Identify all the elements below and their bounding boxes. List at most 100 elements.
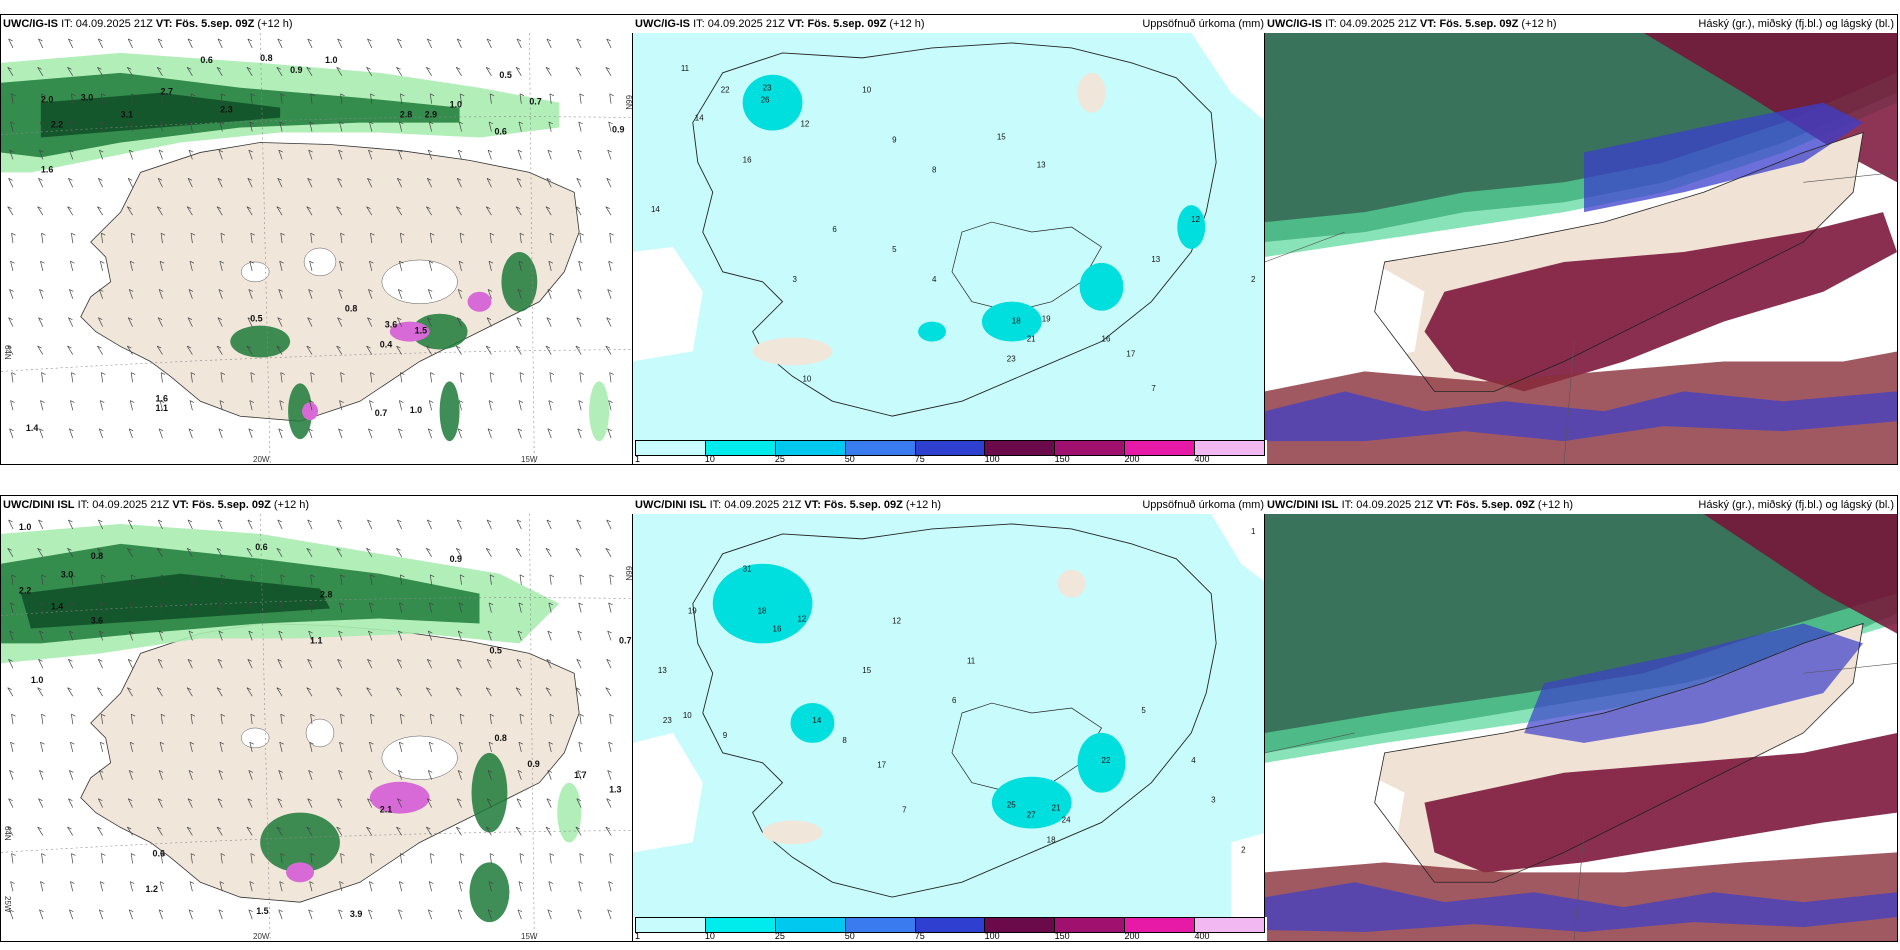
wind-barb-flag	[186, 206, 192, 210]
wind-barb	[426, 519, 432, 530]
wind-barb	[216, 687, 223, 697]
precip-label: 2.7	[160, 87, 172, 97]
wind-barb	[7, 548, 14, 557]
precip-core	[742, 74, 803, 131]
wind-barb	[575, 67, 582, 76]
wind-barb-flag	[39, 770, 44, 773]
wind-barb	[40, 400, 44, 411]
panel-bottom-right: UWC/DINI ISL IT: 04.09.2025 21Z VT: Fös.…	[1264, 495, 1898, 942]
colorbar-tick: 10	[704, 454, 715, 464]
wind-barb-flag	[546, 178, 552, 181]
wind-barb-flag	[218, 149, 224, 153]
wind-barb	[427, 770, 432, 780]
wind-barb	[369, 121, 373, 132]
wind-barb-flag	[71, 574, 76, 578]
precip-label: 11	[967, 656, 976, 665]
wind-barb	[250, 574, 253, 585]
wind-barb	[487, 149, 492, 160]
wind-barb-flag	[546, 38, 552, 42]
wind-barb	[11, 714, 14, 725]
wind-barb	[485, 548, 492, 557]
wind-barb	[68, 178, 74, 188]
wind-barb-flag	[188, 149, 194, 153]
precip-core	[991, 776, 1072, 829]
wind-barb-flag	[186, 826, 192, 830]
wind-barb	[455, 67, 462, 76]
wind-barb	[428, 261, 432, 271]
wind-barb	[130, 574, 133, 585]
wind-barb	[545, 206, 552, 216]
wind-barb-flag	[307, 798, 312, 801]
wind-barb	[488, 261, 492, 271]
wind-barb	[519, 233, 522, 244]
wind-barb-flag	[426, 345, 431, 349]
wind-barb	[456, 178, 462, 188]
wind-barb	[279, 121, 283, 132]
wind-barb	[606, 38, 612, 49]
wind-barb-flag	[456, 345, 461, 349]
wind-barb-flag	[428, 630, 433, 634]
wind-barb	[190, 574, 193, 585]
wind-barb-flag	[548, 121, 553, 125]
wind-barb-flag	[220, 372, 226, 375]
precip-label: 0.7	[619, 635, 631, 645]
wind-barb-flag	[400, 372, 405, 375]
precip-label: 0.8	[345, 304, 357, 314]
wind-barb	[40, 742, 44, 752]
precip-label: 1.4	[51, 602, 63, 612]
wind-barb	[370, 372, 373, 383]
wind-barb	[159, 400, 163, 411]
coord-label: 64N	[3, 345, 12, 360]
precip-label: 19	[1042, 315, 1051, 324]
wind-barb-flag	[486, 38, 492, 42]
wind-barb-flag	[340, 853, 345, 856]
wind-barb	[426, 206, 432, 216]
wind-barb-flag	[276, 687, 281, 691]
dry-patch	[752, 337, 833, 366]
wind-barb	[397, 149, 403, 160]
wind-barb-flag	[249, 260, 254, 264]
wind-barb	[307, 317, 313, 327]
wind-barb	[218, 289, 223, 299]
glacier	[240, 727, 270, 749]
wind-barb	[426, 178, 432, 188]
wind-barb	[219, 261, 223, 271]
vt-label: VT:	[172, 499, 189, 511]
wind-barb	[396, 687, 403, 697]
precip-label: 22	[721, 86, 730, 95]
wind-barb	[548, 602, 552, 613]
wind-barb	[97, 519, 103, 530]
wind-barb-flag	[460, 232, 465, 236]
wind-barb	[278, 770, 283, 780]
wind-barb	[519, 853, 522, 864]
wind-barb	[397, 178, 403, 188]
wind-barb	[576, 178, 582, 188]
wind-barb	[98, 909, 104, 920]
wind-barb-flag	[575, 548, 581, 551]
wind-barb-flag	[71, 372, 76, 375]
wind-barb-flag	[71, 232, 76, 236]
colorbar-swatches	[635, 440, 1265, 456]
wind-barb	[397, 38, 403, 49]
wind-barb	[280, 372, 283, 383]
colorbar-swatch	[1125, 441, 1196, 455]
wind-barb-flag	[576, 659, 581, 662]
wind-barb	[369, 261, 373, 271]
glacier	[240, 261, 270, 283]
wind-barb-flag	[130, 260, 135, 264]
wind-barb-flag	[577, 909, 582, 913]
lead-time: (+12 h)	[273, 499, 310, 511]
wind-barb-flag	[159, 602, 165, 606]
wind-barb	[130, 714, 133, 725]
wind-barb	[37, 67, 44, 76]
wind-barb-flag	[398, 770, 403, 773]
wind-barb	[396, 345, 403, 355]
wind-barb-flag	[487, 149, 493, 153]
wind-barb-flag	[40, 260, 45, 264]
wind-barb	[518, 121, 522, 132]
wind-barb	[309, 881, 313, 892]
wind-barb	[188, 630, 193, 641]
wind-barb-flag	[10, 741, 15, 745]
wind-barb-flag	[250, 713, 255, 717]
wind-barb	[276, 206, 283, 216]
